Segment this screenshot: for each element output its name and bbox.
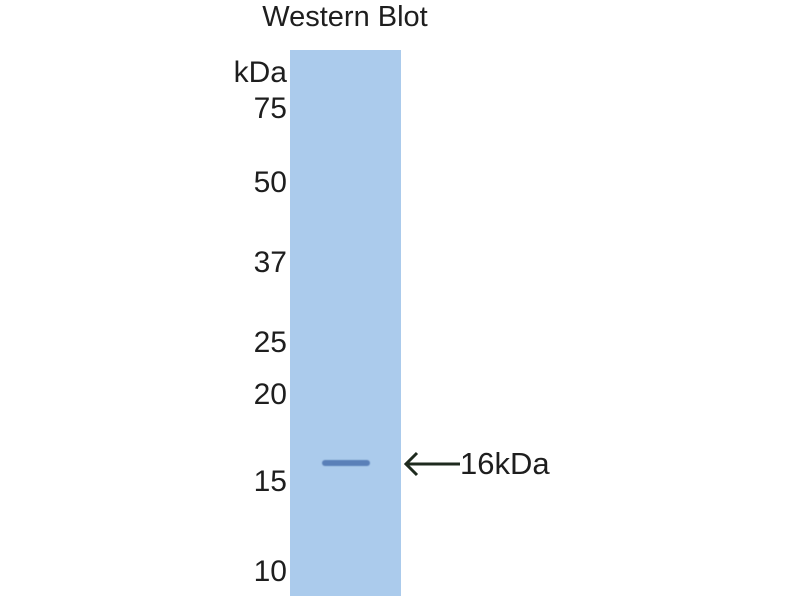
- marker-20: 20: [253, 378, 287, 411]
- marker-15: 15: [253, 465, 287, 498]
- marker-75: 75: [253, 92, 287, 125]
- arrow-left-icon: [403, 451, 460, 477]
- protein-band: [322, 460, 370, 466]
- marker-50: 50: [253, 166, 287, 199]
- unit-label: kDa: [233, 56, 287, 89]
- marker-37: 37: [253, 246, 287, 279]
- band-size-label: 16kDa: [460, 446, 550, 481]
- marker-10: 10: [253, 555, 287, 588]
- marker-25: 25: [253, 326, 287, 359]
- figure-title: Western Blot: [262, 1, 428, 33]
- gel-lane: [290, 50, 401, 596]
